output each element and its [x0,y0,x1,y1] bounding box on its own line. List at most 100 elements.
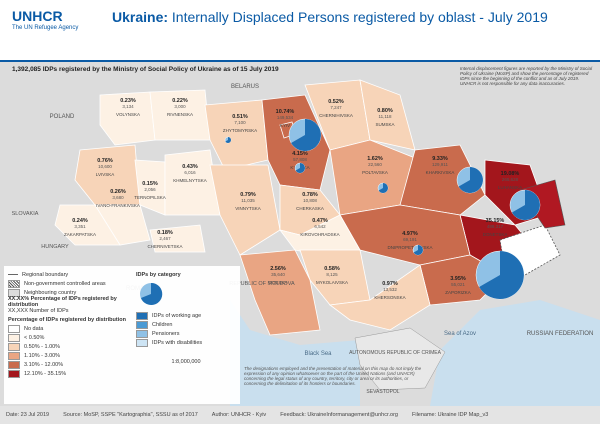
legend-text: No data [24,325,44,332]
oblast-percent: 0.76% [97,158,113,164]
oblast-name: KHARKIVSKA [426,170,455,175]
oblast-idps: 10,600 [98,164,112,169]
oblast [99,91,156,146]
oblast-idps: 3,351 [74,224,86,229]
legend-text: Percentage of IDPs registered by distrib… [8,316,126,323]
oblast-idps: 3,134 [122,104,134,109]
footer-source: Source: MoSP, SSPE "Kartographia", SSSU … [63,412,198,418]
legend-swatch [136,338,148,347]
oblast-percent: 0.51% [232,114,248,120]
category-pie-slice [511,190,540,220]
oblast [209,164,281,256]
place-label: HUNGARY [41,244,69,250]
legend-row: No data [8,324,128,333]
footer-filename: Filename: Ukraine IDP Map_v3 [411,412,489,418]
footer-author: Author: UNHCR - Kyiv [211,412,267,418]
oblast-name: VOLYNSKA [116,112,140,117]
category-pie-slice [413,245,423,255]
oblast-idps: 6,016 [184,170,196,175]
oblast-idps: 3,000 [174,104,186,109]
neighbour-swatch [8,288,20,297]
legend-text: Neighbouring country [24,289,77,296]
disclaimer: The designations employed and the presen… [244,366,422,386]
oblast-name: TERNOPILSKA [134,195,166,200]
boundary-swatch [8,274,18,275]
oblast-name: IVANO-FRANKIVSKA [96,203,140,208]
legend-text: Pensioners [152,330,180,337]
oblast-percent: 0.15% [142,181,158,187]
category-list: IDPs of working age Children Pensioners IDP… [136,311,236,347]
oblast-idps: 2,467 [159,236,171,241]
oblast-name: VINNYTSKA [235,206,261,211]
oblast-percent: 2.56% [270,266,286,272]
oblast-name: DNIPROPETROVSKA [387,245,432,250]
oblast-idps: 11,118 [378,114,392,119]
note: Internal displacement figures are report… [460,66,593,86]
legend-swatch [8,351,20,360]
oblast-percent: 10.74% [276,109,295,115]
oblast-idps: 57,808 [293,157,307,162]
oblast-percent: 0.58% [324,266,340,272]
oblast-name: KYIV [280,123,290,128]
oblast-percent: 0.26% [110,189,126,195]
ngca-swatch [8,279,20,288]
oblast-percent: 0.80% [377,108,393,114]
subtitle: 1,392,085 IDPs registered by the Ministr… [12,66,279,73]
oblast-idps: 13,532 [383,287,397,292]
oblast-percent: 0.23% [120,98,136,104]
legend-text: 12.10% - 35.15% [24,370,67,377]
oblast-percent: 0.97% [382,281,398,287]
oblast-name: LUHANSKA [498,185,522,190]
legend-text: IDPs by category [136,271,181,278]
rule [0,60,600,62]
oblast-name: ZAKARPATSKA [64,232,96,237]
logo: UNHCR [12,8,63,24]
category-pie-slice [291,119,321,151]
oblast-percent: 0.24% [72,218,88,224]
oblast-name: CHERNIHIVSKA [319,113,353,118]
oblast-name: SUMSKA [375,122,394,127]
title: Ukraine: Internally Displaced Persons re… [112,9,548,25]
oblast-name: KHERSONSKA [374,295,405,300]
category-pie-slice [295,163,305,173]
legend-swatch [8,342,20,351]
place-label: AUTONOMOUS REPUBLIC OF CRIMEA [349,350,442,356]
place-label: SLOVAKIA [12,211,39,217]
oblast [149,224,206,253]
oblast-percent: 3.95% [450,276,466,282]
legend-text: Children [152,321,173,328]
legend-text: 0.50% - 1.00% [24,343,61,350]
place-label: BELARUS [231,84,259,90]
legend-swatch [8,333,20,342]
oblast-name: KIROVOHRADSKA [300,232,339,237]
title-lead: Ukraine: [112,9,169,25]
legend-text: 3.10% - 12.00% [24,361,64,368]
legend: Regional boundary Non-government control… [4,266,240,404]
oblast-name: LVIVSKA [96,172,114,177]
oblast-idps: 22,560 [368,162,382,167]
oblast-percent: 0.43% [182,164,198,170]
legend-text: IDPs of working age [152,312,202,319]
legend-text: Non-government controlled areas [24,280,106,287]
oblast-idps: 2,056 [144,187,156,192]
legend-row: 3.10% - 12.00% [8,360,128,369]
legend-swatch [8,360,20,369]
oblast-idps: 6,542 [314,224,326,229]
place-label: Sea of Azov [444,331,476,337]
legend-text: Regional boundary [22,271,69,278]
place-label: Black Sea [304,351,332,357]
legend-swatch [136,311,148,320]
sea [230,300,600,406]
oblast-percent: 0.22% [172,98,188,104]
legend-swatch [8,369,20,378]
oblast-idps: 69,191 [403,237,417,242]
pie-sample [140,282,163,305]
oblast-name: RIVNENSKA [167,112,193,117]
legend-swatch [136,329,148,338]
legend-text: XX.XX% Percentage of IDPs registered by … [8,295,117,308]
logo-sub: The UN Refugee Agency [12,25,79,31]
oblast-idps: 55,021 [451,282,465,287]
legend-swatch [8,324,20,333]
title-text: Internally Displaced Persons registered … [171,9,548,25]
